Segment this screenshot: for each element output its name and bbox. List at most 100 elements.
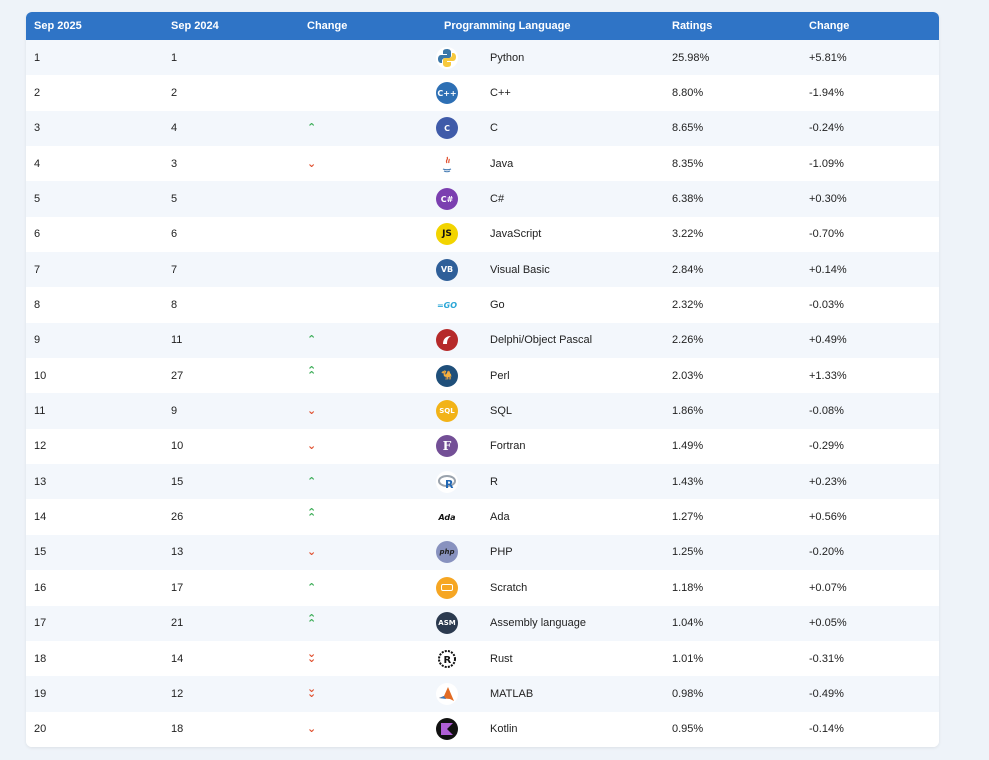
rating-value: 25.98%: [672, 51, 710, 64]
rank-change: [299, 217, 436, 252]
go-icon: =GO: [436, 294, 458, 317]
language-name[interactable]: PHP: [490, 546, 513, 559]
header-change-percent[interactable]: Change: [809, 20, 850, 32]
language-name[interactable]: Perl: [490, 369, 510, 382]
rank-change: [299, 181, 436, 216]
rank-current: 13: [34, 475, 47, 488]
table-row: 1 1 Python 25.98% +5.81%: [26, 40, 939, 76]
rank-change: ⌃: [299, 323, 436, 358]
language-name[interactable]: Fortran: [490, 440, 526, 453]
rating-value: 2.84%: [672, 263, 704, 276]
rating-value: 1.25%: [672, 546, 704, 559]
language-cell: SQL SQL: [436, 393, 664, 428]
language-name[interactable]: Assembly language: [490, 617, 587, 630]
rating-change: -1.09%: [809, 157, 844, 170]
table-row: 11 9 ⌄ SQL SQL 1.86% -0.08%: [26, 393, 939, 429]
language-name[interactable]: Java: [490, 157, 514, 170]
fortran-icon: F: [436, 435, 458, 458]
rank-previous: 26: [171, 511, 184, 524]
language-name[interactable]: Visual Basic: [490, 263, 550, 276]
header-sep-2025[interactable]: Sep 2025: [34, 20, 82, 32]
rating-change: -0.24%: [809, 122, 844, 135]
trend-double-down-icon: ⌄ ⌄: [307, 648, 317, 666]
trend-double-up-icon: ⌃ ⌃: [307, 365, 317, 383]
rank-current: 17: [34, 617, 47, 630]
rating-change: -0.31%: [809, 652, 844, 665]
rank-change: ⌃: [299, 464, 436, 499]
table-row: 4 3 ⌄ Java 8.35% -1.09%: [26, 146, 939, 182]
rating-value: 1.01%: [672, 652, 704, 665]
no-change-indicator: [307, 51, 317, 61]
language-cell: Java: [436, 146, 664, 181]
rating-change: -0.08%: [809, 405, 844, 418]
rating-change: +0.07%: [809, 581, 847, 594]
rank-current: 18: [34, 652, 47, 665]
header-programming-language[interactable]: Programming Language: [444, 20, 571, 32]
header-sep-2024[interactable]: Sep 2024: [171, 20, 219, 32]
header-ratings[interactable]: Ratings: [672, 20, 713, 32]
language-name[interactable]: Rust: [490, 652, 513, 665]
language-name[interactable]: Python: [490, 51, 525, 64]
rating-change: -0.20%: [809, 546, 844, 559]
rating-value: 6.38%: [672, 193, 704, 206]
language-name[interactable]: MATLAB: [490, 687, 534, 700]
svg-text:R: R: [445, 478, 454, 491]
rank-previous: 9: [171, 405, 178, 418]
language-name[interactable]: Go: [490, 299, 505, 312]
table-header-row: Sep 2025 Sep 2024 Change Programming Lan…: [26, 12, 939, 40]
language-name[interactable]: Ada: [490, 511, 510, 524]
table-row: 5 5 C# C# 6.38% +0.30%: [26, 181, 939, 217]
rank-change: ⌄: [299, 535, 436, 570]
rank-previous: 7: [171, 263, 178, 276]
tiobe-index-table: Sep 2025 Sep 2024 Change Programming Lan…: [26, 12, 939, 747]
language-name[interactable]: SQL: [490, 405, 513, 418]
no-change-indicator: [307, 299, 317, 309]
language-name[interactable]: Kotlin: [490, 723, 518, 736]
sql-icon: SQL: [436, 400, 458, 423]
trend-down-icon: ⌄: [307, 546, 317, 559]
rank-previous: 11: [171, 334, 183, 347]
no-change-indicator: [307, 228, 317, 238]
table-row: 14 26 ⌃ ⌃ Ada Ada 1.27% +0.56%: [26, 499, 939, 535]
rating-change: -0.29%: [809, 440, 844, 453]
rank-previous: 4: [171, 122, 178, 135]
language-name[interactable]: R: [490, 475, 498, 488]
language-name[interactable]: Delphi/Object Pascal: [490, 334, 593, 347]
language-cell: C# C#: [436, 181, 664, 216]
rust-icon: R: [436, 647, 458, 670]
language-name[interactable]: Scratch: [490, 581, 528, 594]
table-row: 16 17 ⌃ Scratch 1.18% +0.07%: [26, 570, 939, 606]
table-row: 20 18 ⌄ Kotlin 0.95% -0.14%: [26, 711, 939, 747]
language-name[interactable]: C: [490, 122, 498, 135]
trend-down-icon: ⌄: [307, 440, 317, 453]
rank-previous: 27: [171, 369, 184, 382]
rank-current: 19: [34, 687, 47, 700]
language-cell: ASM Assembly language: [436, 606, 664, 641]
rank-previous: 6: [171, 228, 178, 241]
rank-current: 10: [34, 369, 47, 382]
table-row: 15 13 ⌄ php PHP 1.25% -0.20%: [26, 534, 939, 571]
language-name[interactable]: C#: [490, 193, 505, 206]
language-name[interactable]: JavaScript: [490, 228, 542, 241]
c-icon: C: [436, 117, 458, 140]
rating-value: 1.27%: [672, 511, 704, 524]
language-cell: Kotlin: [436, 712, 664, 747]
rank-change: [299, 287, 436, 322]
language-cell: R Rust: [436, 641, 664, 676]
rating-change: +0.23%: [809, 475, 847, 488]
trend-up-icon: ⌃: [307, 334, 317, 347]
rank-current: 7: [34, 263, 41, 276]
rating-change: +0.30%: [809, 193, 847, 206]
table-body: 1 1 Python 25.98% +5.81% 2 2 C++ C++ 8.80% -1.94% 3…: [26, 40, 939, 747]
table-row: 8 8 =GO Go 2.32% -0.03%: [26, 287, 939, 323]
language-name[interactable]: C++: [490, 87, 511, 100]
rank-change: ⌄ ⌄: [299, 641, 436, 676]
csharp-icon: C#: [436, 188, 458, 211]
rating-value: 1.43%: [672, 475, 704, 488]
language-cell: Ada Ada: [436, 499, 664, 534]
header-change[interactable]: Change: [307, 20, 348, 32]
rank-previous: 2: [171, 87, 178, 100]
trend-double-up-icon: ⌃ ⌃: [307, 506, 317, 524]
table-row: 13 15 ⌃ R R 1.43% +0.23%: [26, 464, 939, 500]
trend-double-up-icon: ⌃ ⌃: [307, 612, 317, 630]
